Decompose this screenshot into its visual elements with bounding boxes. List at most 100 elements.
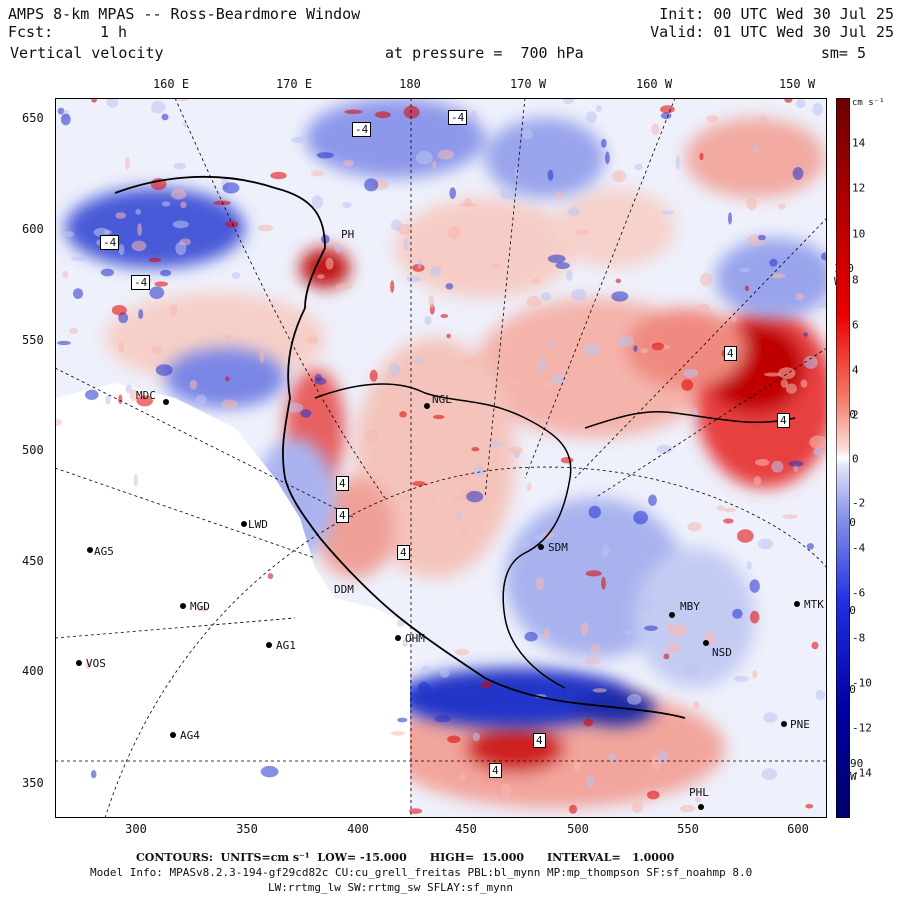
colorbar-label-6: 6 bbox=[852, 318, 859, 332]
velocity-cell bbox=[259, 350, 265, 364]
vertical-velocity-map bbox=[55, 98, 827, 818]
velocity-cell bbox=[588, 505, 601, 519]
velocity-cell bbox=[100, 268, 114, 277]
velocity-cell bbox=[813, 447, 823, 456]
velocity-cell bbox=[763, 712, 778, 723]
velocity-cell bbox=[541, 381, 557, 389]
velocity-cell bbox=[723, 508, 736, 513]
velocity-cell bbox=[325, 257, 334, 270]
y-tick-350: 350 bbox=[22, 776, 44, 790]
velocity-cell bbox=[509, 379, 526, 386]
station-pne: PNE bbox=[790, 718, 810, 731]
velocity-cell bbox=[473, 465, 485, 477]
colorbar-label-4: 4 bbox=[852, 363, 859, 377]
velocity-cell bbox=[306, 334, 319, 345]
velocity-cell bbox=[521, 128, 533, 140]
velocity-cell bbox=[148, 257, 162, 263]
velocity-cell bbox=[575, 229, 589, 236]
velocity-cell bbox=[792, 167, 804, 180]
velocity-cell bbox=[161, 201, 171, 207]
velocity-cell bbox=[563, 98, 574, 104]
station-mdc: MDC bbox=[136, 389, 156, 402]
colorbar-label-neg12: -12 bbox=[852, 721, 872, 735]
velocity-cell bbox=[814, 301, 827, 309]
velocity-cell bbox=[640, 348, 649, 354]
velocity-cell bbox=[118, 394, 123, 405]
y-tick-650: 650 bbox=[22, 111, 44, 125]
velocity-cell bbox=[430, 498, 437, 505]
velocity-cell bbox=[60, 113, 71, 126]
x-tick-550: 550 bbox=[677, 822, 699, 836]
velocity-cell bbox=[437, 149, 455, 160]
model-info: Model Info: MPASv8.2.3-194-gf29cd82c CU:… bbox=[90, 866, 753, 879]
velocity-cell bbox=[155, 364, 173, 376]
velocity-cell bbox=[749, 610, 760, 624]
velocity-cell bbox=[151, 100, 166, 114]
marker-pos: 4 bbox=[397, 545, 410, 560]
lon-label-170e: 170 E bbox=[275, 77, 313, 91]
velocity-cell bbox=[571, 288, 587, 301]
velocity-cell bbox=[225, 376, 230, 382]
velocity-cell bbox=[344, 109, 363, 114]
velocity-cell bbox=[403, 238, 409, 251]
forecast-value: 1 h bbox=[100, 23, 128, 41]
velocity-cell bbox=[314, 377, 327, 385]
velocity-cell bbox=[449, 187, 457, 199]
velocity-cell bbox=[547, 169, 554, 181]
velocity-cell bbox=[589, 644, 601, 654]
velocity-cell bbox=[683, 368, 699, 378]
velocity-cell bbox=[342, 159, 355, 167]
contours-info: CONTOURS: UNITS=cm s⁻¹ LOW= -15.000 HIGH… bbox=[136, 851, 675, 864]
velocity-cell bbox=[651, 754, 658, 766]
velocity-cell bbox=[492, 263, 501, 269]
velocity-cell bbox=[115, 212, 127, 219]
velocity-cell bbox=[260, 765, 279, 778]
velocity-cell bbox=[507, 446, 523, 455]
lon-label-180: 180 bbox=[399, 77, 421, 91]
velocity-cell bbox=[316, 152, 334, 159]
colorbar-label-2: 2 bbox=[852, 408, 859, 422]
velocity-cell bbox=[681, 379, 694, 391]
marker-neg: -4 bbox=[100, 235, 120, 250]
velocity-cell bbox=[526, 295, 542, 308]
velocity-cell bbox=[732, 317, 737, 323]
velocity-cell bbox=[388, 363, 401, 377]
velocity-cell bbox=[660, 112, 672, 120]
ice-shelf-edge bbox=[314, 383, 572, 689]
velocity-cell bbox=[526, 482, 532, 492]
velocity-cell bbox=[716, 505, 725, 511]
velocity-cell bbox=[679, 804, 696, 813]
station-ngl: NGL bbox=[432, 393, 452, 406]
velocity-cell bbox=[310, 170, 325, 177]
velocity-cell bbox=[661, 210, 674, 215]
velocity-cell bbox=[757, 538, 773, 550]
velocity-cell bbox=[151, 345, 162, 355]
velocity-cell bbox=[761, 768, 778, 781]
velocity-cell bbox=[225, 220, 239, 228]
y-tick-450: 450 bbox=[22, 554, 44, 568]
velocity-cell bbox=[231, 272, 241, 279]
velocity-cell bbox=[118, 244, 125, 256]
velocity-cell bbox=[815, 689, 826, 701]
colorbar-label-14: 14 bbox=[852, 136, 866, 150]
velocity-cell bbox=[364, 429, 379, 443]
station-ag1: AG1 bbox=[276, 639, 296, 652]
velocity-cell bbox=[424, 315, 432, 325]
velocity-cell bbox=[555, 191, 563, 201]
velocity-cell bbox=[90, 770, 97, 779]
velocity-cell bbox=[585, 570, 602, 577]
velocity-cell bbox=[111, 305, 127, 316]
velocity-cell bbox=[390, 280, 395, 293]
velocity-cell bbox=[397, 717, 408, 723]
valid-time: Valid: 01 UTC Wed 30 Jul 25 bbox=[650, 23, 894, 41]
map-frame bbox=[55, 98, 827, 818]
velocity-cell bbox=[778, 367, 796, 380]
velocity-cell bbox=[795, 98, 806, 109]
velocity-cell bbox=[403, 105, 420, 119]
marie-byrd-coast bbox=[584, 410, 796, 429]
velocity-cell bbox=[311, 195, 324, 209]
station-mtk: MTK bbox=[804, 598, 824, 611]
velocity-cell bbox=[736, 529, 754, 543]
velocity-cell bbox=[805, 803, 814, 809]
colorbar-units: cm s⁻¹ bbox=[852, 98, 885, 108]
